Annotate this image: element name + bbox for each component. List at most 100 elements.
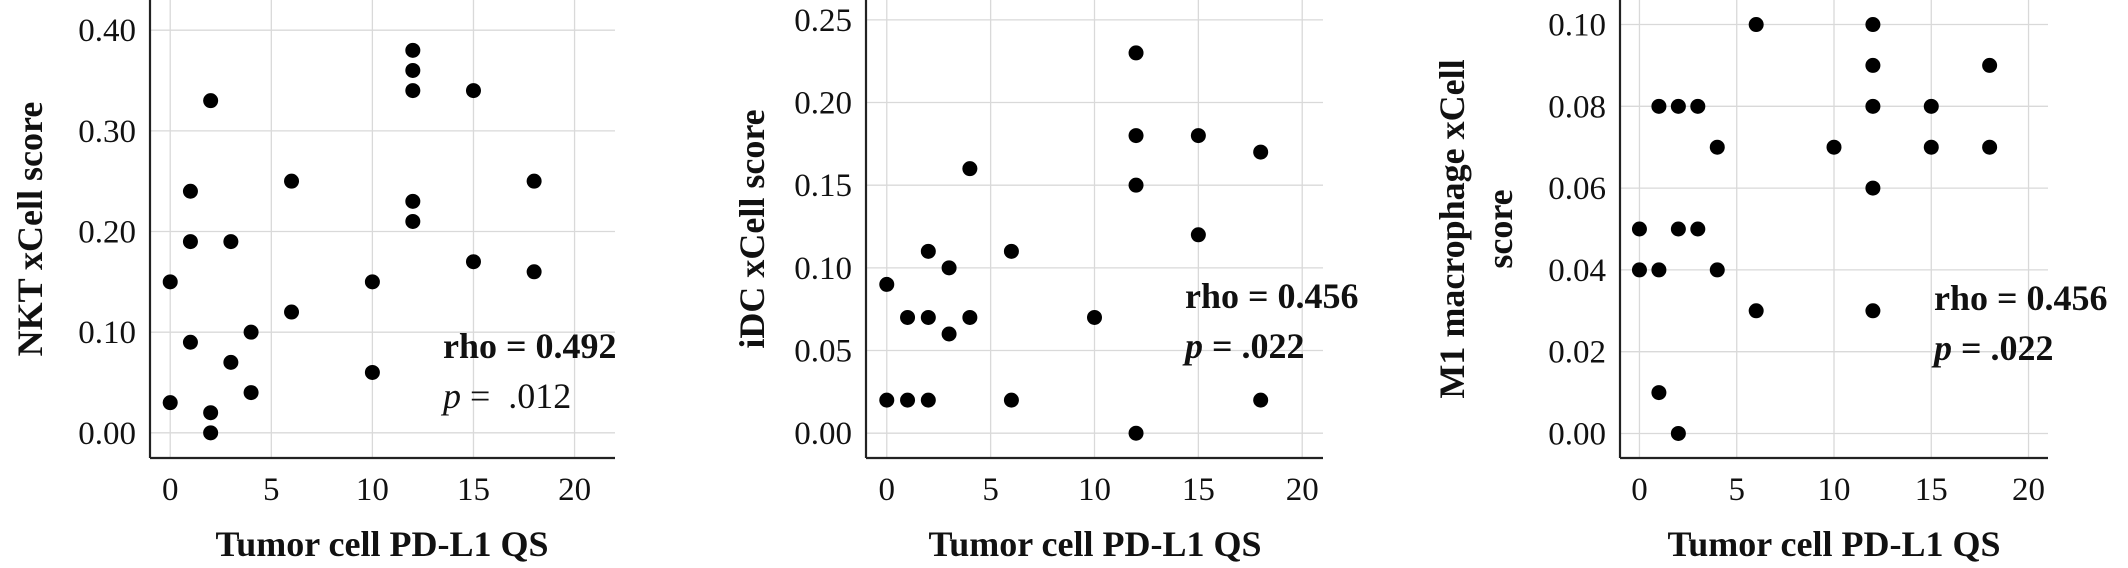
data-point (900, 309, 916, 325)
data-point (1631, 221, 1647, 237)
data-point (1923, 139, 1939, 155)
data-point (243, 324, 259, 340)
y-tick-label: 0.00 (78, 416, 136, 452)
y-tick-label: 0.30 (78, 114, 136, 150)
p-value: = .012 (461, 376, 571, 416)
y-tick-label: 0.20 (78, 215, 136, 251)
y-tick-label: 0.25 (794, 3, 852, 39)
data-point (405, 193, 421, 209)
data-point (1190, 128, 1206, 144)
y-axis-title-line: M1 macrophage xCell (1432, 59, 1472, 398)
y-tick-label: 0.15 (794, 168, 852, 204)
y-tick-label: 0.06 (1548, 171, 1606, 207)
data-point (1865, 57, 1881, 73)
data-point (1003, 392, 1019, 408)
data-point (1651, 98, 1667, 114)
y-axis-title-line: score (1480, 189, 1520, 268)
y-tick-label: 0.05 (794, 334, 852, 370)
p-symbol: p (1931, 328, 1952, 368)
data-point (1128, 425, 1144, 441)
data-point (900, 392, 916, 408)
data-point (920, 243, 936, 259)
data-point (162, 395, 178, 411)
data-point (243, 385, 259, 401)
data-point (920, 309, 936, 325)
data-point (941, 260, 957, 276)
y-tick-label: 0.20 (794, 86, 852, 122)
data-point (182, 234, 198, 250)
data-point (203, 93, 219, 109)
data-point (1670, 98, 1686, 114)
data-point (962, 161, 978, 177)
x-tick-label: 10 (1078, 472, 1111, 508)
data-point (526, 173, 542, 189)
y-tick-label: 0.40 (78, 13, 136, 49)
rho-annotation: rho = 0.456 (1185, 276, 1359, 316)
data-point (1087, 309, 1102, 325)
data-point (920, 392, 936, 408)
x-tick-label: 0 (879, 472, 896, 508)
data-point (1865, 98, 1881, 114)
data-point (1748, 303, 1764, 319)
data-point (1253, 144, 1269, 160)
x-axis-title: Tumor cell PD-L1 QS (928, 524, 1261, 564)
x-tick-label: 15 (457, 472, 490, 508)
data-point (405, 42, 421, 58)
data-point (1670, 425, 1686, 441)
x-tick-label: 0 (1631, 472, 1648, 508)
data-point (284, 304, 300, 320)
data-point (1709, 262, 1725, 278)
data-point (1982, 57, 1998, 73)
p-value-annotation: p = .022 (1182, 326, 1305, 366)
scatter-panel-1: 0 5 10 15 20 0.00 0.10 0.20 0.30 0.40 Tumor cell P… (10, 0, 617, 564)
data-point (162, 274, 178, 290)
data-point (1253, 392, 1269, 408)
y-tick-label: 0.00 (794, 416, 852, 452)
scatter-panel-3: 0 5 10 15 20 0.00 0.02 0.04 0.06 0.08 0.10 Tumor ce… (1432, 0, 2108, 564)
data-point (1128, 45, 1144, 61)
data-point (1651, 385, 1667, 401)
data-point (941, 326, 957, 342)
data-point (1748, 17, 1764, 33)
data-point (405, 62, 421, 78)
data-point (1865, 180, 1881, 196)
p-symbol: p (1182, 326, 1203, 366)
x-tick-label: 15 (1182, 472, 1215, 508)
x-tick-label: 5 (1728, 472, 1745, 508)
data-point (364, 274, 380, 290)
data-point (223, 354, 239, 370)
data-point (1651, 262, 1667, 278)
data-point (526, 264, 542, 280)
data-point (1631, 262, 1647, 278)
x-tick-label: 5 (263, 472, 280, 508)
p-symbol: p (440, 376, 461, 416)
y-axis-title: iDC xCell score (732, 109, 772, 348)
y-tick-label: 0.08 (1548, 89, 1606, 125)
data-point (1190, 227, 1206, 243)
y-tick-label: 0.10 (794, 251, 852, 287)
y-axis-title: NKT xCell score (10, 102, 50, 357)
data-point (465, 83, 481, 99)
data-point (962, 309, 978, 325)
data-point (405, 213, 421, 229)
y-tick-label: 0.02 (1548, 335, 1606, 371)
data-point (1982, 139, 1998, 155)
x-tick-label: 0 (162, 472, 179, 508)
data-point (1670, 221, 1686, 237)
x-tick-label: 10 (1818, 472, 1851, 508)
x-tick-label: 5 (982, 472, 999, 508)
x-tick-label: 20 (1286, 472, 1319, 508)
y-tick-label: 0.04 (1548, 253, 1606, 289)
data-point (1128, 128, 1144, 144)
x-tick-label: 20 (2012, 472, 2045, 508)
x-tick-label: 20 (558, 472, 591, 508)
data-point (1128, 177, 1144, 193)
data-point (1923, 98, 1939, 114)
p-value-annotation: p = .012 (440, 376, 571, 416)
data-point (223, 234, 239, 250)
data-point (465, 254, 481, 270)
y-tick-label: 0.00 (1548, 416, 1606, 452)
data-point (203, 425, 219, 441)
data-point (1865, 17, 1881, 33)
